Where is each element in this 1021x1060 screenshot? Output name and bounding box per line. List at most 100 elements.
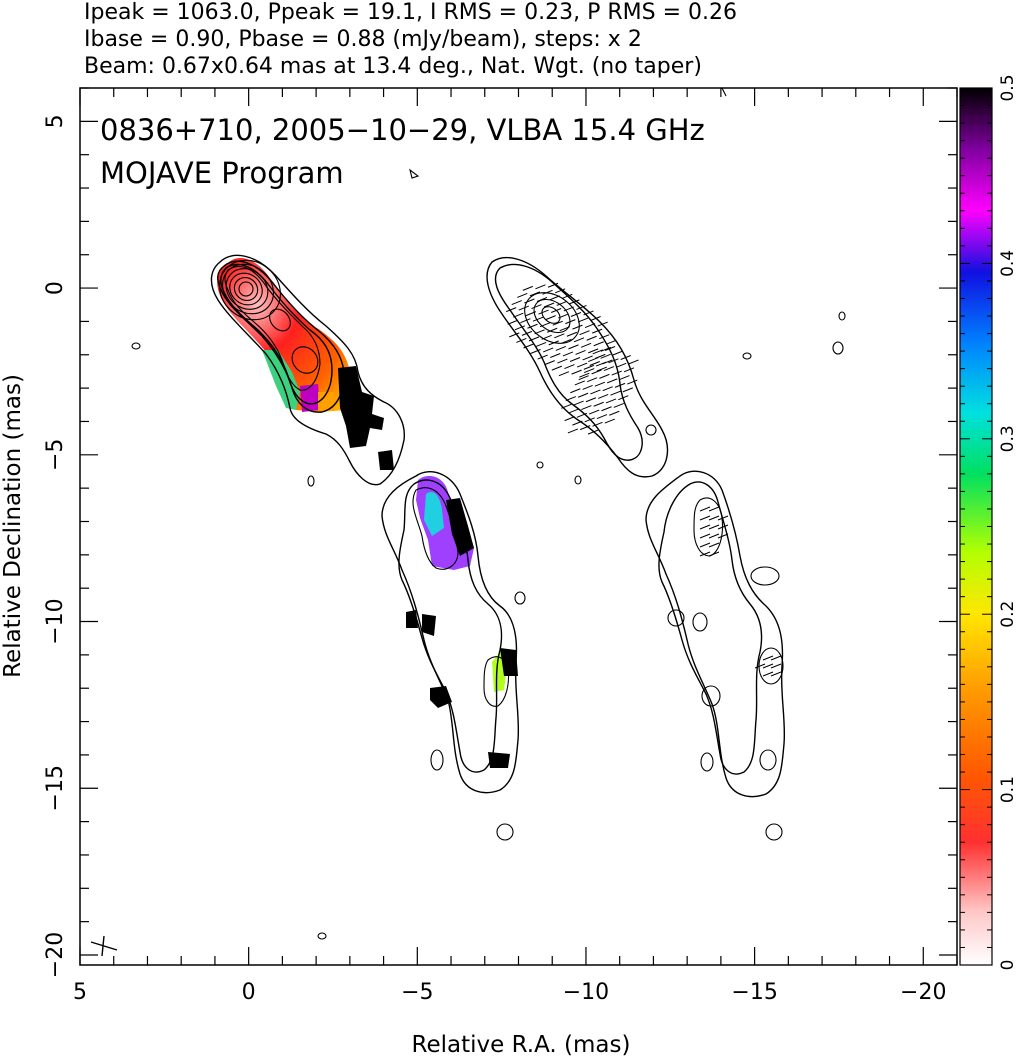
- x-tick-label: −15: [731, 980, 777, 1005]
- evpa-vector: [611, 370, 622, 376]
- evpa-vector: [588, 357, 599, 363]
- evpa-vector: [582, 384, 593, 390]
- evpa-vector: [584, 323, 596, 329]
- evpa-vector: [572, 420, 583, 426]
- evpa-vector: [600, 346, 612, 352]
- evpa-vector: [577, 392, 589, 398]
- evpa-vector: [586, 377, 598, 383]
- evpa-vector: [589, 361, 600, 366]
- contour-knot-c: [483, 656, 510, 707]
- evpa-vector: [717, 533, 729, 539]
- evpa-vector: [623, 367, 635, 373]
- evpa-vector: [535, 284, 546, 290]
- contour-knot-b-3: [412, 487, 459, 570]
- polarization-fill-knot-b-black: [446, 498, 474, 556]
- evpa-vector: [602, 386, 613, 392]
- evpa-vector: [573, 400, 584, 406]
- evpa-vector: [550, 308, 562, 313]
- contour-right-blob-10: [742, 352, 752, 360]
- x-tick-label: −10: [563, 980, 609, 1005]
- evpa-vector: [563, 306, 575, 312]
- polarization-fill-black-4: [422, 614, 436, 636]
- evpa-vector: [522, 285, 534, 291]
- evpa-vector: [547, 282, 559, 288]
- header-line-3: Beam: 0.67x0.64 mas at 13.4 deg., Nat. W…: [84, 54, 702, 79]
- contour-right-blob-8: [765, 823, 783, 841]
- evpa-vector: [536, 296, 548, 302]
- evpa-vector: [770, 655, 782, 661]
- evpa-vector: [580, 425, 591, 431]
- contour-right-blob-12: [838, 311, 846, 321]
- contour-blob-7: [409, 168, 420, 179]
- evpa-vector: [529, 291, 541, 297]
- polarization-fill-orange: [318, 392, 334, 410]
- contour-7: [225, 268, 269, 310]
- evpa-vector: [557, 358, 568, 364]
- evpa-vector: [607, 378, 618, 384]
- polarization-fill-core: [217, 258, 350, 412]
- evpa-vector: [561, 338, 572, 344]
- contour-6: [222, 263, 274, 315]
- contour-right-5: [541, 306, 561, 324]
- evpa-vector: [542, 289, 553, 295]
- header-line-2: Ibase = 0.90, Pbase = 0.88 (mJy/beam), s…: [84, 27, 642, 52]
- contour-right-4: [533, 298, 571, 334]
- evpa-vector: [579, 330, 590, 336]
- evpa-vector: [610, 390, 621, 396]
- evpa-vector: [603, 366, 615, 372]
- evpa-vector: [699, 542, 711, 548]
- colorbar-tick-label: 0.3: [998, 425, 1018, 452]
- evpa-vector: [523, 343, 534, 349]
- evpa-vector: [754, 663, 766, 669]
- contour-right-blob-6: [759, 749, 777, 771]
- evpa-vector: [565, 396, 576, 402]
- evpa-vector: [583, 310, 594, 316]
- program-annotation: MOJAVE Program: [100, 156, 344, 190]
- contour-right-2: [494, 263, 643, 461]
- evpa-vector: [565, 319, 576, 325]
- evpa-vector: [569, 357, 581, 362]
- evpa-vector: [597, 321, 608, 327]
- evpa-vector: [589, 409, 600, 415]
- evpa-vector: [561, 403, 572, 409]
- colorbar: [959, 87, 993, 966]
- evpa-vector: [604, 418, 615, 424]
- evpa-vector: [593, 401, 604, 407]
- evpa-vector: [605, 398, 617, 404]
- contour-right-blob-9: [645, 424, 657, 436]
- evpa-vector: [585, 397, 597, 403]
- evpa-vector: [570, 388, 581, 394]
- evpa-vector: [595, 361, 607, 367]
- contour-blob-6: [317, 932, 327, 940]
- evpa-vector: [509, 332, 520, 338]
- evpa-vector: [576, 304, 587, 310]
- evpa-vector: [604, 346, 616, 351]
- evpa-vector: [586, 335, 597, 341]
- evpa-vector: [539, 322, 551, 328]
- evpa-vector: [574, 380, 585, 386]
- polarization-fill-black-6: [488, 752, 510, 768]
- evpa-vector: [717, 515, 729, 521]
- evpa-vector: [708, 506, 720, 512]
- contour-blob-4: [307, 475, 315, 487]
- source-annotation: 0836+710, 2005−10−29, VLBA 15.4 GHz: [100, 113, 705, 147]
- evpa-vector: [599, 373, 610, 379]
- colorbar-tick-label: 0.2: [998, 601, 1018, 628]
- contour-right-outer-knot-b: [645, 470, 786, 798]
- evpa-vector: [543, 302, 555, 308]
- evpa-vector: [575, 349, 586, 355]
- contour-knot-b-2: [398, 479, 503, 773]
- evpa-vector: [591, 369, 602, 375]
- evpa-vector: [547, 327, 558, 333]
- y-tick-label: −15: [43, 765, 68, 811]
- evpa-vector: [613, 402, 624, 408]
- evpa-vector: [598, 393, 609, 399]
- evpa-vector: [699, 524, 711, 530]
- evpa-vector: [554, 288, 566, 294]
- evpa-vector: [577, 317, 589, 323]
- evpa-vector: [532, 316, 544, 322]
- evpa-vector: [587, 429, 599, 435]
- contour-outer-core: [210, 254, 405, 486]
- contour-right-blob-7: [700, 752, 714, 772]
